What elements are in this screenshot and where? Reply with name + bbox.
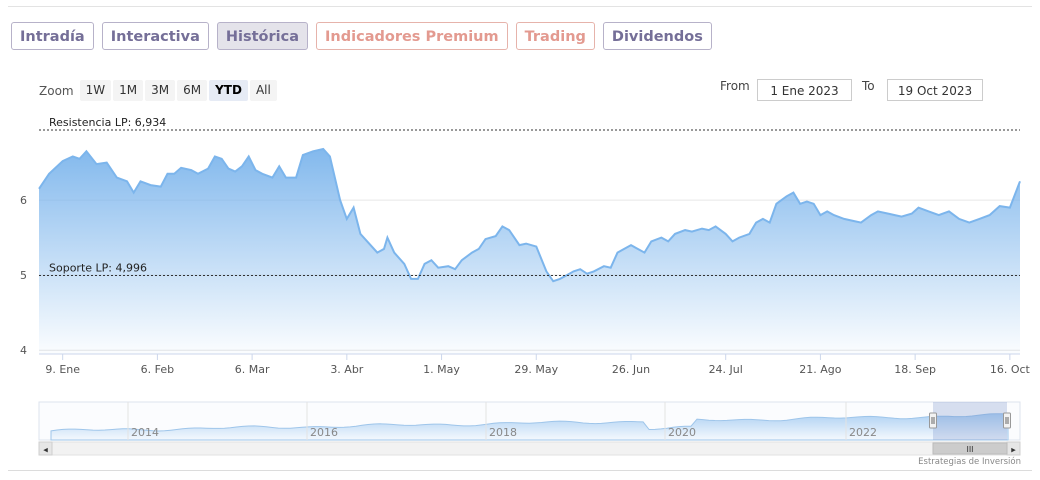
zoom-button-1m[interactable]: 1M [113, 80, 144, 101]
x-tick-label: 18. Sep [894, 363, 936, 376]
reference-line-label: Resistencia LP: 6,934 [49, 116, 166, 129]
to-date-input[interactable]: 19 Oct 2023 [887, 79, 983, 101]
bottom-divider [8, 470, 1032, 471]
scrollbar-thumb[interactable] [932, 442, 1008, 455]
x-tick-label: 1. May [423, 363, 460, 376]
top-divider [8, 6, 1032, 7]
x-tick-label: 16. Oct [990, 363, 1031, 376]
x-tick-label: 6. Feb [141, 363, 174, 376]
navigator-tick-label: 2022 [849, 426, 877, 439]
navigator-tick-label: 2018 [489, 426, 517, 439]
tab-dividendos[interactable]: Dividendos [602, 22, 712, 50]
from-date-input[interactable]: 1 Ene 2023 [757, 79, 852, 101]
x-tick-label: 3. Abr [330, 363, 363, 376]
navigator-handle-right[interactable] [1003, 412, 1011, 429]
y-tick-label: 4 [20, 344, 27, 357]
to-label: To [862, 79, 875, 93]
tab-intrad-a[interactable]: Intradía [11, 22, 94, 50]
scroll-left-arrow-icon: ◂ [43, 446, 48, 456]
scrollbar-left-button[interactable] [38, 441, 53, 456]
x-tick-label: 29. May [514, 363, 558, 376]
price-line [38, 147, 1021, 283]
navigator-tick-label: 2016 [310, 426, 338, 439]
zoom-button-3m[interactable]: 3M [145, 80, 176, 101]
x-tick-label: 26. Jun [612, 363, 650, 376]
navigator-series [50, 413, 1009, 441]
zoom-button-6m[interactable]: 6M [177, 80, 208, 101]
scrollbar-right-button[interactable] [1006, 441, 1021, 456]
y-tick-label: 6 [20, 194, 27, 207]
chart-tabs: Intradía Interactiva Histórica Indicadores … [11, 22, 712, 50]
scroll-right-arrow-icon: ▸ [1011, 446, 1016, 456]
x-tick-label: 9. Ene [45, 363, 80, 376]
zoom-button-all[interactable]: All [249, 80, 277, 101]
navigator-frame [38, 401, 1021, 441]
tab-indicadores-premium[interactable]: Indicadores Premium [316, 22, 508, 50]
tab-interactiva[interactable]: Interactiva [101, 22, 209, 50]
zoom-label: Zoom [39, 83, 74, 98]
reference-line-label: Soporte LP: 4,996 [49, 261, 147, 274]
chart-credit[interactable]: Estrategias de Inversión [918, 457, 1021, 467]
zoom-button-ytd[interactable]: YTD [209, 80, 248, 101]
navigator-tick-label: 2020 [668, 426, 696, 439]
price-area [39, 149, 1020, 354]
from-label: From [720, 79, 750, 93]
tab-hist-rica[interactable]: Histórica [216, 22, 309, 50]
y-tick-label: 5 [20, 269, 27, 282]
zoom-selector: Zoom 1W 1M 3M 6M YTD All [39, 80, 279, 101]
zoom-button-1w[interactable]: 1W [79, 80, 112, 101]
x-tick-label: 24. Jul [709, 363, 743, 376]
scrollbar-grip-icon: III [966, 445, 973, 454]
tab-trading[interactable]: Trading [515, 22, 595, 50]
navigator-selection[interactable] [933, 402, 1007, 440]
navigator-tick-label: 2014 [131, 426, 159, 439]
scrollbar-track[interactable] [38, 441, 1021, 456]
navigator-handle-left[interactable] [929, 412, 937, 429]
x-tick-label: 21. Ago [799, 363, 841, 376]
x-tick-label: 6. Mar [235, 363, 270, 376]
